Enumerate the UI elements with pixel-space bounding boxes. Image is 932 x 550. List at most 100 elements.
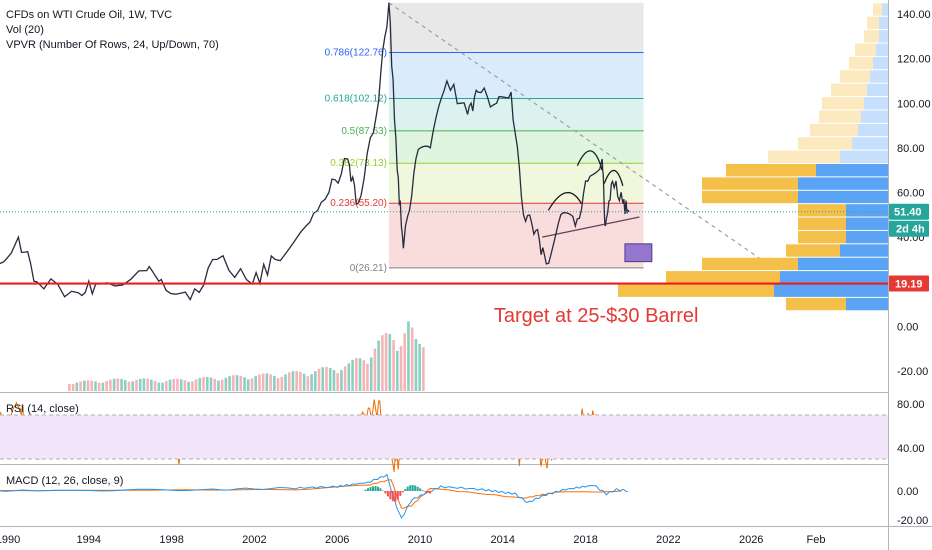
pattern-arc[interactable] xyxy=(547,192,583,211)
fibonacci-retracement[interactable]: 0.786(122.76) 0.618(102.12) 0.5(87.63) 0.38… xyxy=(325,2,644,274)
macd-histogram-bar xyxy=(411,484,414,491)
macd-tick-label: -20.00 xyxy=(897,515,928,527)
volume-bar xyxy=(168,379,172,391)
target-price-tag: 19.19 xyxy=(889,275,929,292)
volume-bar xyxy=(75,382,79,391)
volume-bar xyxy=(217,380,220,391)
vpvr-row-up xyxy=(870,70,888,83)
macd-histogram-bar xyxy=(426,491,429,493)
volume-bar xyxy=(194,379,198,391)
macd-histogram-bar xyxy=(421,490,424,491)
vpvr-row-up xyxy=(774,284,888,297)
volume-bar xyxy=(325,366,328,391)
price-axis[interactable]: 140.00 120.00 100.00 80.00 60.00 40.00 0.00 -20… xyxy=(897,9,931,527)
volume-bar xyxy=(287,372,291,391)
macd-histogram-bar xyxy=(384,491,387,494)
fib-zone xyxy=(388,52,644,99)
volume-bar xyxy=(161,382,164,391)
time-tick-label: 1990 xyxy=(0,534,20,546)
macd-histogram-bar xyxy=(429,491,432,494)
vpvr-row-down xyxy=(786,244,840,257)
vpvr-row-up xyxy=(879,16,888,30)
vpvr-row-down xyxy=(822,97,864,110)
price-tick-label: -20.00 xyxy=(897,366,928,378)
volume-bar xyxy=(209,377,213,391)
macd-histogram-bar xyxy=(369,487,372,491)
volume-bar xyxy=(310,374,313,391)
volume-bar xyxy=(403,333,407,391)
volume-bar xyxy=(224,377,228,391)
vpvr-row-down xyxy=(726,163,816,177)
time-tick-label: Feb xyxy=(807,534,826,546)
macd-histogram-bar xyxy=(399,491,402,496)
macd-histogram-bar xyxy=(376,486,379,491)
current-price-tag: 51.40 2d 4h xyxy=(889,203,929,237)
volume-bar xyxy=(239,375,243,391)
macd-histogram-bar xyxy=(367,488,370,491)
pattern-arc[interactable] xyxy=(603,169,624,186)
vpvr-row-up xyxy=(879,30,888,43)
macd-histogram-bar xyxy=(424,491,427,492)
volume-bar xyxy=(164,381,168,391)
rsi-tick-label: 40.00 xyxy=(897,443,925,455)
volume-bar xyxy=(381,335,384,391)
fib-zone xyxy=(388,98,644,131)
vpvr-row-down xyxy=(819,110,861,123)
macd-histogram-bar xyxy=(364,489,367,491)
vpvr-row-down xyxy=(831,83,867,97)
countdown-tag-bg xyxy=(889,220,929,237)
target-box[interactable] xyxy=(624,243,653,263)
macd-histogram-bar xyxy=(391,491,394,502)
legend-rsi[interactable]: RSI (14, close) xyxy=(6,403,79,415)
time-tick-label: 2026 xyxy=(739,534,763,546)
volume-bars xyxy=(68,321,425,391)
macd-histogram-bar xyxy=(371,486,374,491)
macd-tick-label: 0.00 xyxy=(897,486,918,498)
vpvr-row-up xyxy=(846,230,888,244)
volume-bar xyxy=(86,380,90,391)
vpvr-row-down xyxy=(798,217,846,230)
volume-bar xyxy=(97,382,101,391)
current-price-label: 51.40 xyxy=(894,207,922,219)
volume-bar xyxy=(213,378,217,391)
legend-macd[interactable]: MACD (12, 26, close, 9) xyxy=(6,475,123,487)
macd-histogram-bar xyxy=(394,491,397,502)
volume-bar xyxy=(410,327,414,391)
vpvr-row-up xyxy=(846,204,888,217)
time-axis[interactable]: 1990 1994 1998 2002 2006 2010 2014 2018 2022 2026… xyxy=(0,534,825,546)
volume-bar xyxy=(191,381,194,391)
macd-histogram-bar xyxy=(406,486,409,491)
macd-histogram-bar xyxy=(409,485,412,491)
volume-bar xyxy=(205,376,209,391)
volume-bar xyxy=(377,340,380,391)
volume-bar xyxy=(232,375,235,391)
legend-vpvr[interactable]: VPVR (Number Of Rows, 24, Up/Down, 70) xyxy=(6,39,219,51)
price-tick-label: 100.00 xyxy=(897,98,931,110)
volume-bar xyxy=(306,376,310,391)
vpvr-row-up xyxy=(798,190,888,204)
fib-level-label: 0.5(87.63) xyxy=(341,126,387,137)
volume-bar xyxy=(83,380,86,391)
volume-bar xyxy=(302,373,306,391)
volume-bar xyxy=(228,376,231,391)
time-tick-label: 1994 xyxy=(77,534,101,546)
macd-histogram-bar xyxy=(374,486,377,491)
vpvr-row-up xyxy=(852,137,888,150)
legend-volume[interactable]: Vol (20) xyxy=(6,24,44,36)
vpvr-row-down xyxy=(702,257,798,271)
volume-bar xyxy=(355,358,358,391)
fib-zone xyxy=(388,203,644,268)
price-tick-label: 60.00 xyxy=(897,188,925,200)
vpvr-row-up xyxy=(816,163,888,177)
macd-histogram-bar xyxy=(401,491,404,493)
uptrend-line[interactable] xyxy=(541,216,640,238)
vpvr-row-down xyxy=(702,190,798,204)
time-tick-label: 2014 xyxy=(491,534,515,546)
price-tick-label: 120.00 xyxy=(897,54,931,66)
volume-bar xyxy=(105,381,108,391)
volume-bar xyxy=(358,358,362,391)
chart-title[interactable]: CFDs on WTI Crude Oil, 1W, TVC xyxy=(6,9,172,21)
target-annotation[interactable]: Target at 25-$30 Barrel xyxy=(494,305,699,327)
volume-bar xyxy=(153,381,157,391)
